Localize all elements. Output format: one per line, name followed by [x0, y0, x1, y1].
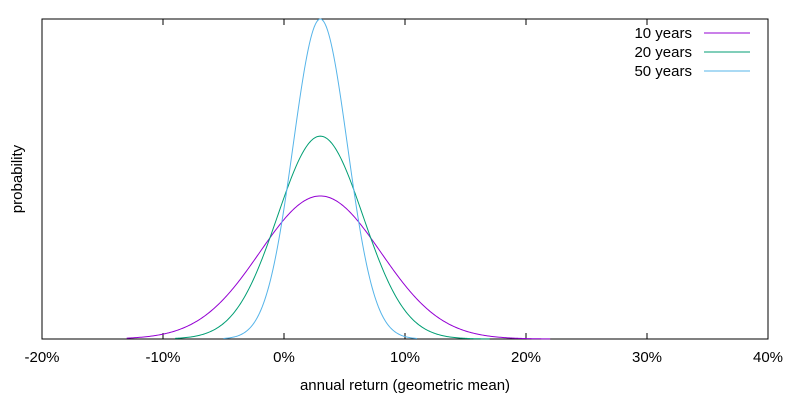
x-tick-label: -20%: [24, 349, 59, 366]
series-line-50-years: [223, 18, 418, 339]
series-line-20-years: [175, 135, 490, 340]
series-line-10-years: [126, 195, 551, 340]
x-ticks: -20% -10% 0% 10% 20% 30% 40%: [24, 19, 783, 366]
legend-label: 20 years: [634, 44, 692, 61]
legend-label: 50 years: [634, 63, 692, 80]
curves: [126, 18, 551, 340]
legend-label: 10 years: [634, 25, 692, 42]
x-tick-label: 30%: [632, 349, 662, 366]
x-tick-label: 10%: [390, 349, 420, 366]
legend: 10 years 20 years 50 years: [634, 25, 750, 80]
x-tick-label: 20%: [511, 349, 541, 366]
y-axis-label: probability: [9, 144, 26, 213]
x-tick-label: -10%: [145, 349, 180, 366]
x-tick-label: 40%: [753, 349, 783, 366]
x-tick-label: 0%: [273, 349, 295, 366]
x-axis-label: annual return (geometric mean): [300, 377, 510, 394]
